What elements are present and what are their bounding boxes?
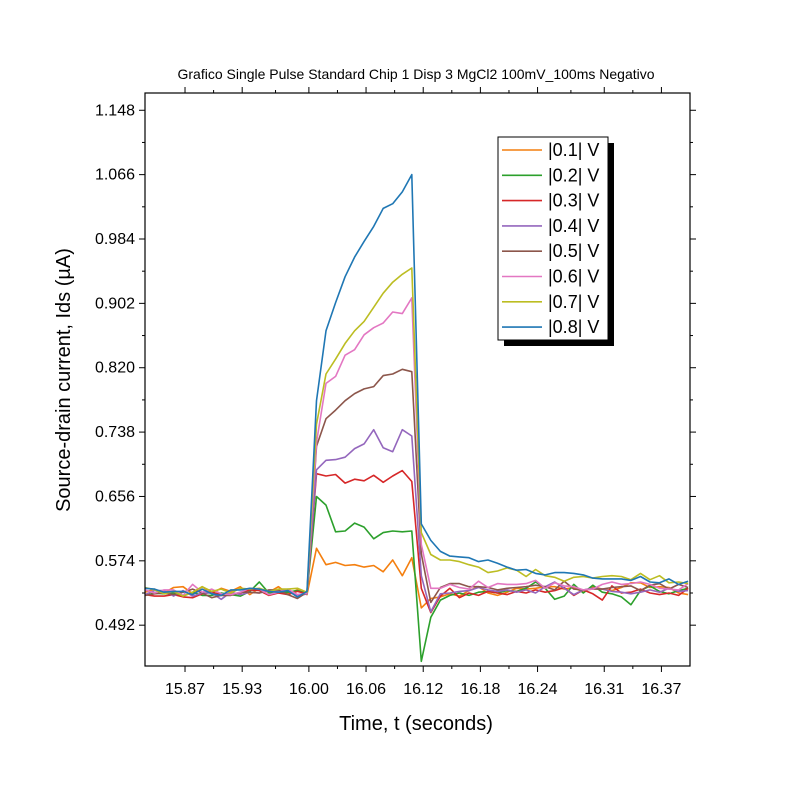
x-tick-label: 16.12 xyxy=(403,681,443,698)
series-layer xyxy=(145,173,689,663)
x-tick-label: 16.06 xyxy=(346,681,386,698)
x-tick-label: 15.87 xyxy=(165,681,205,698)
x-axis: 15.87 15.93 16.00 16.06 16.12 16.18 16.24 16.31… xyxy=(165,87,682,698)
legend-box xyxy=(497,136,609,341)
legend-label-8: |0.8| V xyxy=(548,317,599,337)
series-line-8 xyxy=(145,173,689,598)
x-axis-title: Time, t (seconds) xyxy=(339,713,493,735)
plot-area-frame xyxy=(144,92,691,667)
y-axis-title: Source-drain current, Ids (µA) xyxy=(53,248,75,512)
x-tick-label: 16.00 xyxy=(289,681,329,698)
y-tick-label: 0.656 xyxy=(95,488,135,505)
y-tick-label: 0.820 xyxy=(95,360,135,377)
y-tick-label: 0.902 xyxy=(95,295,135,312)
x-tick-label: 16.31 xyxy=(584,681,624,698)
legend-label-6: |0.6| V xyxy=(548,267,599,287)
x-tick-label: 15.93 xyxy=(222,681,262,698)
y-tick-label: 0.574 xyxy=(95,553,135,570)
legend-label-4: |0.4| V xyxy=(548,216,599,236)
legend: |0.1| V |0.2| V |0.3| V |0.4| V |0.5| V |0.6|… xyxy=(497,136,614,346)
x-tick-label: 16.18 xyxy=(460,681,500,698)
legend-label-2: |0.2| V xyxy=(548,165,599,185)
legend-label-7: |0.7| V xyxy=(548,292,599,312)
y-tick-label: 0.492 xyxy=(95,617,135,634)
legend-label-1: |0.1| V xyxy=(548,140,599,160)
legend-label-5: |0.5| V xyxy=(548,241,599,261)
y-tick-label: 0.984 xyxy=(95,231,135,248)
x-tick-label: 16.37 xyxy=(641,681,681,698)
y-tick-label: 1.066 xyxy=(95,167,135,184)
y-axis: 0.492 0.574 0.656 0.738 0.820 0.902 0.984 1.066… xyxy=(95,102,696,634)
legend-label-3: |0.3| V xyxy=(548,191,599,211)
y-tick-label: 0.738 xyxy=(95,424,135,441)
chart-title: Grafico Single Pulse Standard Chip 1 Dis… xyxy=(177,66,654,82)
y-tick-label: 1.148 xyxy=(95,102,135,119)
x-tick-label: 16.24 xyxy=(518,681,558,698)
